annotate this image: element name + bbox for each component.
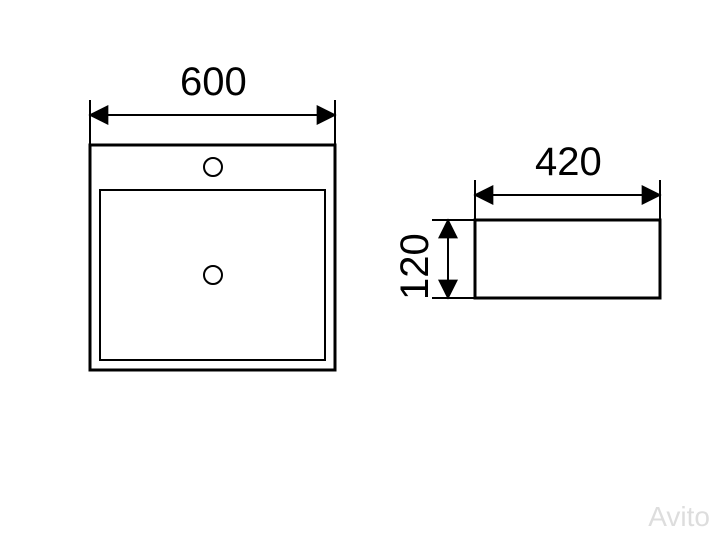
dim-front-width: 600 — [90, 60, 335, 145]
side-view: 420 120 — [393, 140, 660, 300]
drain-hole-icon — [204, 266, 222, 284]
technical-drawing: 600 420 120 Avito — [0, 0, 720, 540]
tap-hole-icon — [204, 158, 222, 176]
dim-side-width: 420 — [475, 140, 660, 220]
dim-label-600: 600 — [180, 60, 247, 104]
front-view: 600 — [90, 60, 335, 370]
dim-label-420: 420 — [535, 140, 602, 184]
dim-label-120: 120 — [393, 233, 437, 300]
sink-inner-rect — [100, 190, 325, 360]
watermark-text: Avito — [648, 501, 710, 532]
dim-side-height: 120 — [393, 220, 475, 300]
sink-outer-rect — [90, 145, 335, 370]
side-profile-rect — [475, 220, 660, 298]
